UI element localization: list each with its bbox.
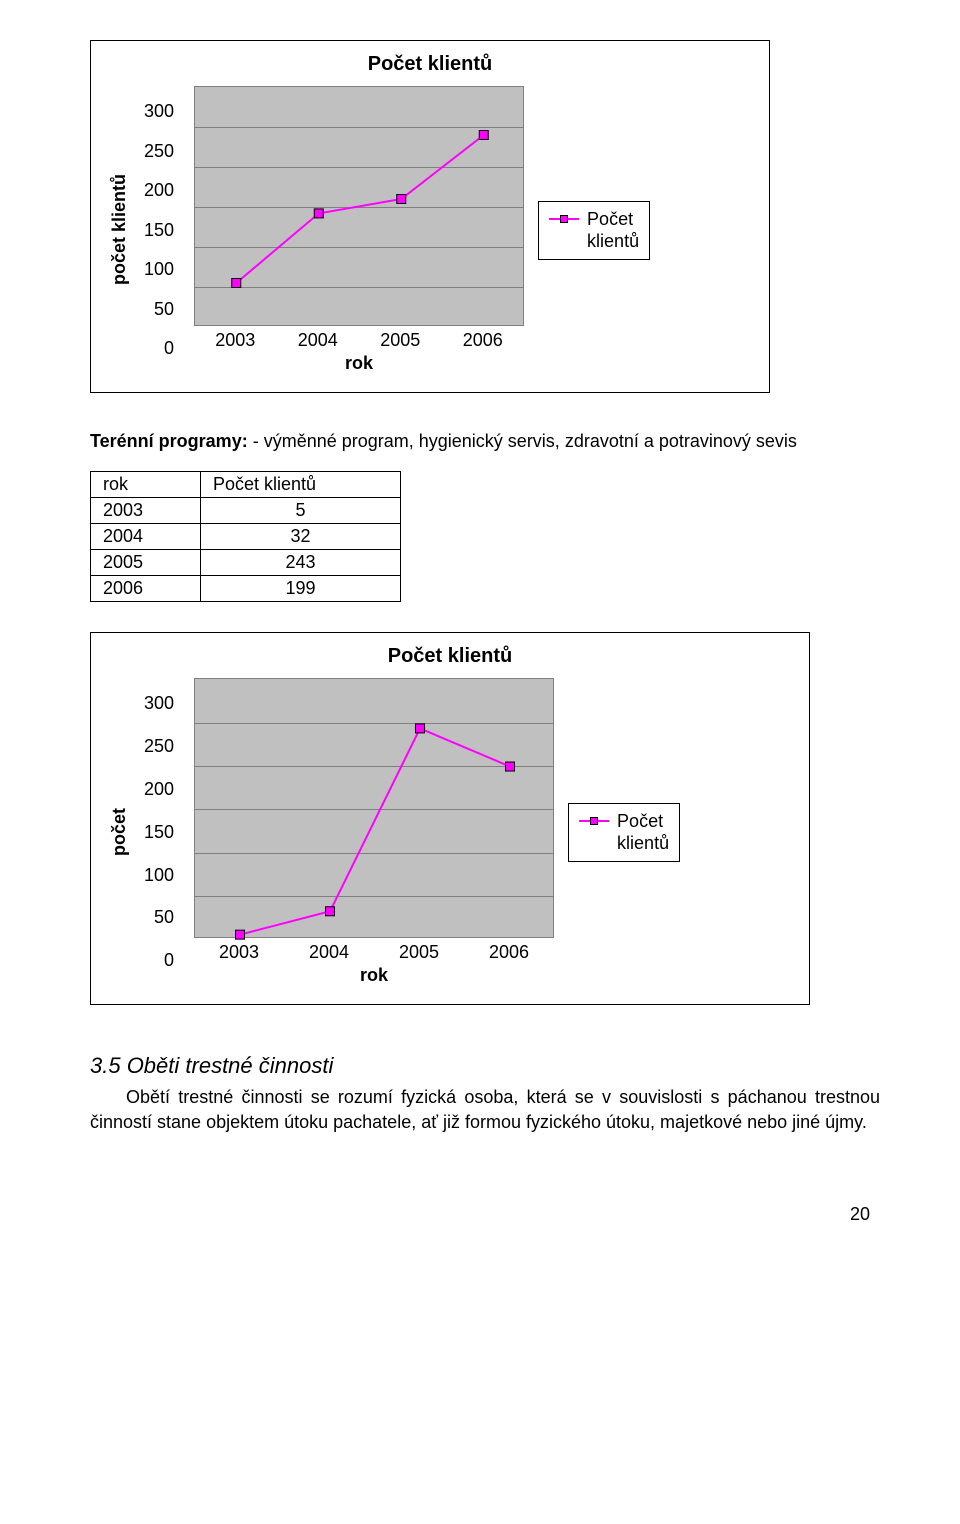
y-tick: 250 [144, 141, 174, 162]
chart-2-y-ticks: 300 250 200 150 100 50 0 [144, 693, 180, 971]
table-row: 2006199 [91, 576, 401, 602]
chart-2-plot-area [194, 678, 554, 938]
x-tick: 2006 [442, 330, 525, 351]
chart-2-y-axis: počet [109, 808, 130, 856]
chart-2-body: počet 300 250 200 150 100 50 0 200320042005200… [109, 678, 791, 986]
table-cell: 2006 [91, 576, 201, 602]
table-cell: 2003 [91, 498, 201, 524]
x-tick: 2004 [277, 330, 360, 351]
y-tick: 50 [154, 907, 174, 928]
chart-2-legend: Početklientů [568, 803, 680, 862]
table-row: 2005243 [91, 550, 401, 576]
chart-1-plot-area [194, 86, 524, 326]
table-cell: 32 [201, 524, 401, 550]
chart-2-y-label: počet [109, 808, 130, 856]
table-header: rok [91, 472, 201, 498]
section-heading: 3.5 Oběti trestné činnosti [90, 1053, 880, 1079]
intro-paragraph: Terénní programy: - výměnné program, hyg… [90, 429, 880, 453]
y-tick: 250 [144, 736, 174, 757]
chart-1-x-label: rok [194, 353, 524, 374]
x-tick: 2005 [374, 942, 464, 963]
y-tick: 50 [154, 299, 174, 320]
table-cell: 243 [201, 550, 401, 576]
x-tick: 2003 [194, 330, 277, 351]
intro-rest: - výměnné program, hygienický servis, zd… [248, 431, 797, 451]
y-tick: 300 [144, 693, 174, 714]
table-header: Počet klientů [201, 472, 401, 498]
x-tick: 2003 [194, 942, 284, 963]
intro-bold: Terénní programy: [90, 431, 248, 451]
x-tick: 2005 [359, 330, 442, 351]
table-row: 200432 [91, 524, 401, 550]
y-tick: 100 [144, 865, 174, 886]
y-tick: 100 [144, 259, 174, 280]
section-body: Obětí trestné činnosti se rozumí fyzická… [90, 1085, 880, 1134]
chart-1-y-axis: počet klientů [109, 174, 130, 285]
y-tick: 0 [164, 950, 174, 971]
chart-2-plot-column: 2003200420052006 rok [194, 678, 554, 986]
chart-2-container: Počet klientů počet 300 250 200 150 100 50 0 2… [90, 632, 810, 1005]
chart-2-title: Počet klientů [109, 645, 791, 668]
y-tick: 150 [144, 822, 174, 843]
page-number: 20 [90, 1204, 880, 1225]
chart-1-y-label: počet klientů [109, 174, 130, 285]
table-cell: 2005 [91, 550, 201, 576]
chart-1-x-ticks: 2003200420052006 [194, 330, 524, 351]
table-cell: 5 [201, 498, 401, 524]
table-cell: 2004 [91, 524, 201, 550]
chart-2-legend-swatch [579, 814, 609, 828]
y-tick: 200 [144, 779, 174, 800]
chart-1-legend: Početklientů [538, 201, 650, 260]
x-tick: 2006 [464, 942, 554, 963]
chart-1-y-ticks: 300 250 200 150 100 50 0 [144, 101, 180, 359]
y-tick: 150 [144, 220, 174, 241]
table-row: 20035 [91, 498, 401, 524]
chart-1-container: Počet klientů počet klientů 300 250 200 150… [90, 40, 770, 393]
chart-2-legend-label: Početklientů [617, 810, 669, 855]
y-tick: 0 [164, 338, 174, 359]
chart-1-legend-label: Početklientů [587, 208, 639, 253]
table-cell: 199 [201, 576, 401, 602]
chart-1-title: Počet klientů [109, 53, 751, 76]
chart-2-x-ticks: 2003200420052006 [194, 942, 554, 963]
chart-1-body: počet klientů 300250200150100500 2003200… [109, 86, 751, 374]
clients-table: rokPočet klientů200352004322005243200619… [90, 471, 401, 602]
x-tick: 2004 [284, 942, 374, 963]
y-tick: 300 [144, 101, 174, 122]
chart-1-legend-swatch [549, 212, 579, 226]
chart-1-plot-column: 2003200420052006 rok [194, 86, 524, 374]
y-tick: 200 [144, 180, 174, 201]
chart-2-x-label: rok [194, 965, 554, 986]
